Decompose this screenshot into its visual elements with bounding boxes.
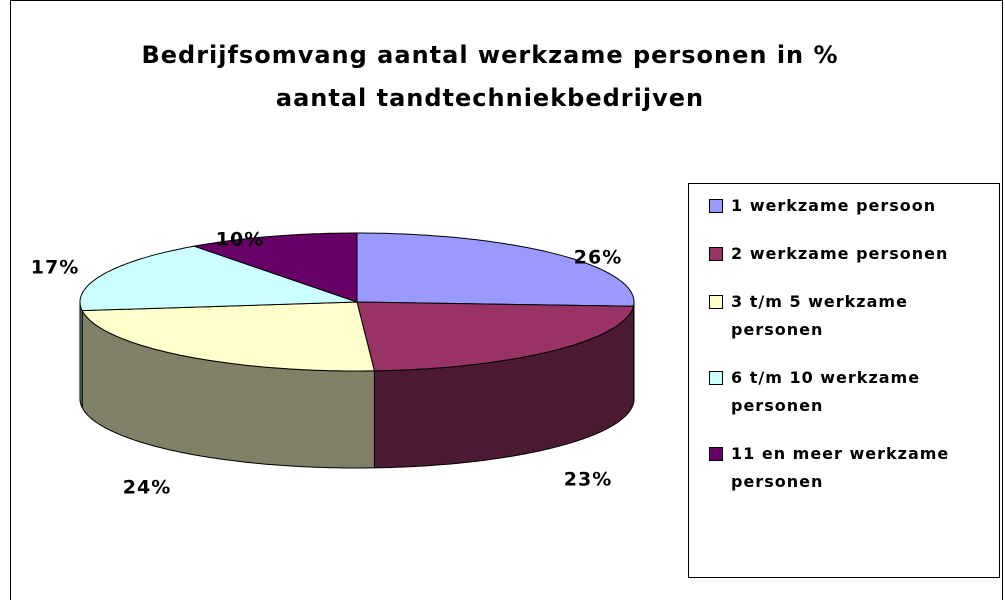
- slice: [79, 245, 358, 312]
- slice: [356, 232, 635, 307]
- data-label: 24%: [123, 477, 171, 499]
- chart-frame: [10, 0, 1003, 600]
- data-label: 10%: [216, 229, 264, 251]
- slice: [356, 301, 635, 372]
- legend-item: 11 en meer werkzame personen: [709, 440, 991, 496]
- legend-label: 1 werkzame persoon: [731, 196, 937, 215]
- slice: [192, 232, 358, 303]
- legend-item: 6 t/m 10 werkzame personen: [709, 364, 991, 420]
- legend-swatch: [709, 447, 723, 461]
- legend-swatch: [709, 199, 723, 213]
- data-label: 23%: [564, 469, 612, 491]
- legend: 1 werkzame persoon 2 werkzame personen 3 t…: [688, 183, 1000, 578]
- slice-side: [79, 302, 83, 408]
- legend-label: 3 t/m 5 werkzame personen: [731, 292, 908, 339]
- legend-label: 6 t/m 10 werkzame personen: [731, 368, 921, 415]
- legend-label: 11 en meer werkzame personen: [731, 444, 950, 491]
- data-label: 26%: [574, 247, 622, 269]
- slice: [81, 301, 376, 372]
- legend-item: 3 t/m 5 werkzame personen: [709, 288, 991, 344]
- legend-swatch: [709, 371, 723, 385]
- data-label: 17%: [31, 257, 79, 279]
- legend-swatch: [709, 295, 723, 309]
- legend-label: 2 werkzame personen: [731, 244, 949, 263]
- legend-item: 2 werkzame personen: [709, 240, 991, 268]
- chart-title: Bedrijfsomvang aantal werkzame personen …: [141, 41, 839, 112]
- legend-swatch: [709, 247, 723, 261]
- legend-item: 1 werkzame persoon: [709, 192, 991, 220]
